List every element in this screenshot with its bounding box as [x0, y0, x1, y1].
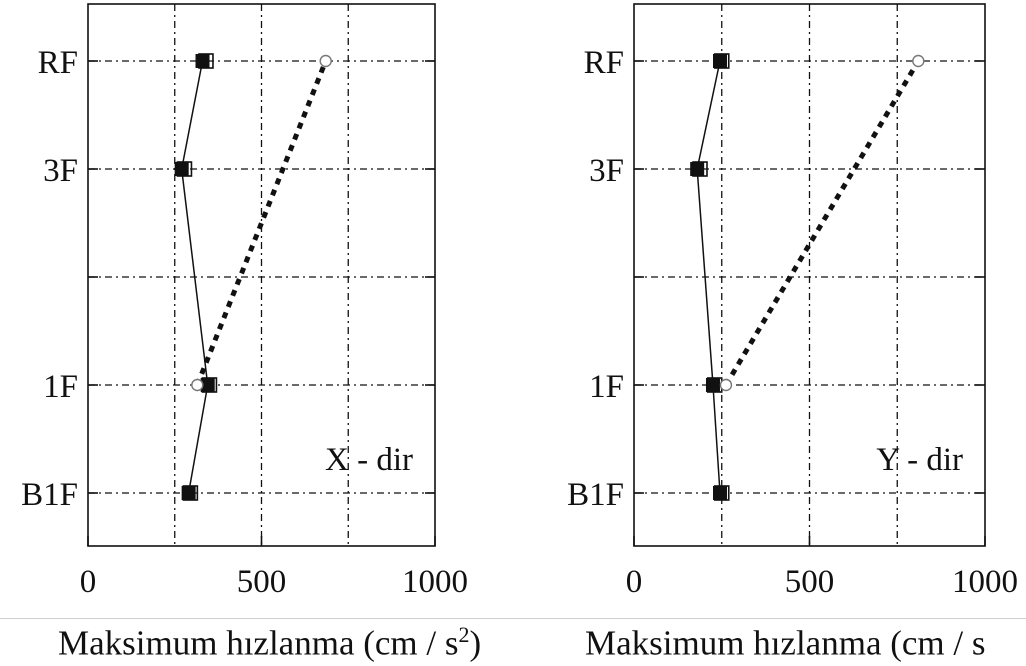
x-axis-label-left-end: ) — [469, 623, 482, 663]
y-tick-label: B1F — [567, 477, 624, 513]
y-tick-label: RF — [584, 45, 624, 81]
y-tick-label: 3F — [589, 153, 624, 189]
series-line-solid — [180, 60, 209, 494]
x-tick-label: 500 — [785, 564, 835, 600]
marker-open-circle — [912, 54, 925, 68]
marker-open-square — [713, 485, 730, 501]
series-line-solid — [696, 60, 721, 494]
x-tick-label: 500 — [237, 564, 287, 600]
x-axis-label-right: Maksimum hızlanma (cm / s — [585, 622, 985, 664]
marker-filled-square — [181, 486, 196, 500]
x-axis-label-left-sup: 2 — [458, 622, 470, 647]
y-tick-label: RF — [38, 45, 78, 81]
marker-open-square — [713, 53, 730, 69]
y-tick-label: 1F — [43, 369, 78, 405]
separator-line — [0, 618, 1026, 619]
y-tick-label: 3F — [43, 153, 78, 189]
chart-panel-left: B1F 1F 3F RF 0 500 1000 X - dir — [21, 3, 468, 600]
marker-filled-square — [200, 378, 215, 392]
x-tick-label: 1000 — [952, 564, 1018, 600]
marker-filled-square — [195, 54, 210, 68]
series-line-dotted — [194, 60, 329, 386]
marker-open-circle — [191, 378, 204, 392]
x-tick-label: 0 — [80, 564, 97, 600]
y-tick-label: B1F — [21, 477, 78, 513]
direction-annotation: Y - dir — [876, 442, 963, 478]
marker-open-circle — [319, 54, 332, 68]
chart-panel-right: B1F 1F 3F RF 0 500 1000 Y - dir — [567, 3, 1018, 600]
x-axis-label-left: Maksimum hızlanma (cm / s2) — [58, 622, 481, 664]
marker-filled-square — [712, 54, 727, 68]
marker-open-square — [176, 161, 193, 177]
direction-annotation: X - dir — [325, 442, 413, 478]
x-tick-label: 1000 — [402, 564, 468, 600]
x-axis-label-right-text: Maksimum hızlanma (cm / s — [585, 623, 986, 663]
series-line-dotted — [723, 59, 921, 387]
marker-filled-square — [712, 486, 727, 500]
x-tick-label: 0 — [626, 564, 643, 600]
marker-open-square — [182, 485, 199, 501]
marker-filled-square — [705, 378, 720, 392]
marker-open-square — [198, 53, 214, 69]
y-tick-label: 1F — [589, 369, 624, 405]
x-axis-label-left-text: Maksimum hızlanma (cm / s — [58, 623, 459, 663]
marker-open-circle — [719, 378, 733, 392]
marker-open-square — [692, 161, 708, 177]
